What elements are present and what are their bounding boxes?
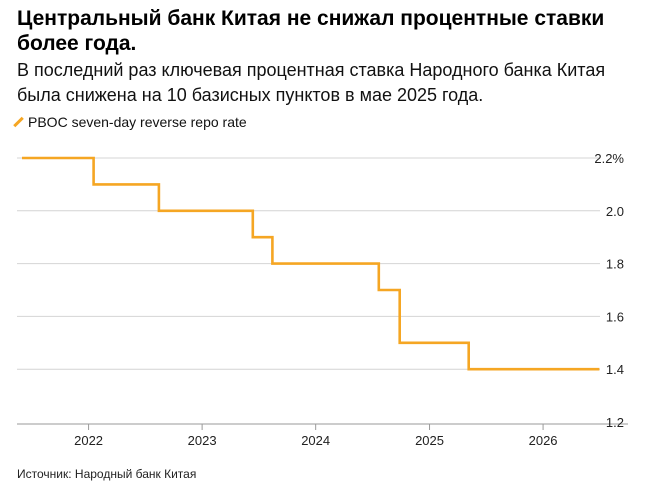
y-tick-label: 2.0 [606,204,624,219]
x-tick-label: 2025 [415,433,444,448]
source-note: Источник: Народный банк Китая [17,467,197,481]
y-tick-label: 1.4 [606,362,624,377]
chart-subtitle: В последний раз ключевая процентная став… [17,60,606,105]
y-axis: 2.2% 2.0 1.8 1.6 1.4 1.2 [594,151,624,430]
y-tick-label: 1.6 [606,309,624,324]
x-tick-label: 2024 [301,433,330,448]
chart-area: 2022 2023 2024 2025 2026 2.2% 2.0 1.8 1.6 1.4 1.2 [17,151,628,448]
chart-title: Центральный банк Китая не снижал процент… [17,7,605,55]
series-layer [22,156,600,371]
y-tick-label: 2.2% [594,151,624,166]
x-axis: 2022 2023 2024 2025 2026 [17,423,628,448]
legend-swatch [13,116,24,128]
y-tick-label: 1.8 [606,257,624,272]
legend-label: PBOC seven-day reverse repo rate [28,114,247,130]
series-line [22,156,600,371]
legend: PBOC seven-day reverse repo rate [13,112,247,132]
x-tick-label: 2022 [74,433,103,448]
x-tick-label: 2023 [188,433,217,448]
y-tick-label: 1.2 [606,415,624,430]
x-tick-label: 2026 [529,433,558,448]
